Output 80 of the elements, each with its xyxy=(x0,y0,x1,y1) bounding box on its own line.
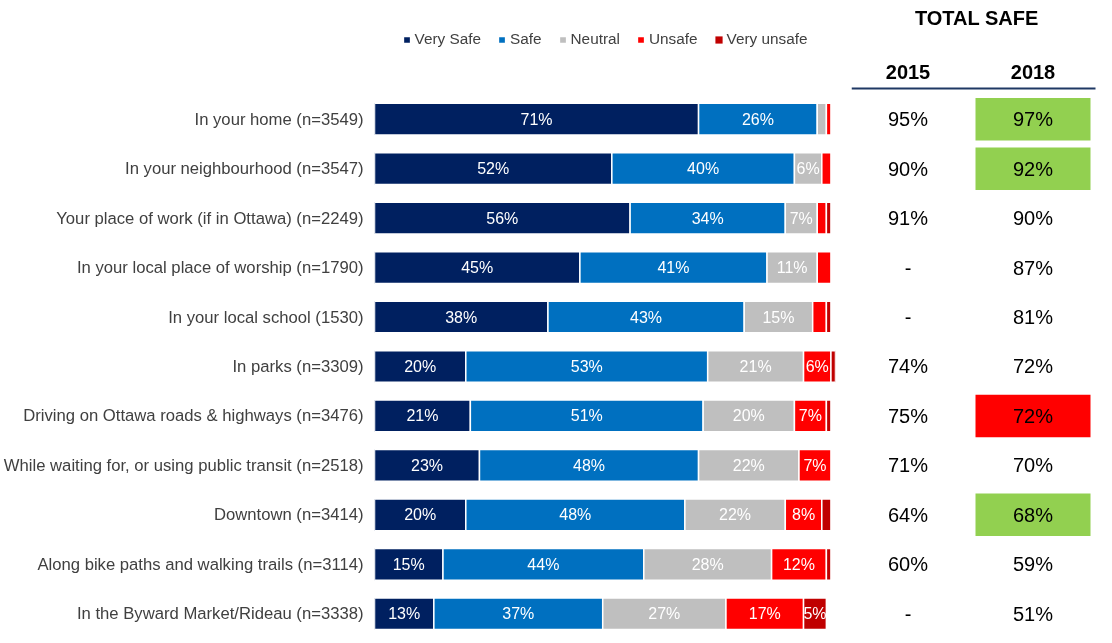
x-tick-label: 2015 xyxy=(885,61,931,84)
data-label: 44% xyxy=(527,555,560,573)
y-tick-label: In your neighbourhood (n=3547) xyxy=(125,159,364,179)
data-label: 20% xyxy=(404,506,437,524)
data-label: 34% xyxy=(691,209,724,227)
data-label: 21% xyxy=(406,407,439,425)
data-label: 37% xyxy=(502,605,535,623)
data-label: 8% xyxy=(791,506,816,524)
data-label: 51% xyxy=(1012,602,1054,625)
data-label: 27% xyxy=(648,605,681,623)
data-label: 90% xyxy=(1012,207,1054,230)
data-label: 72% xyxy=(1012,355,1054,378)
y-tick-label: In your local school (1530) xyxy=(168,307,364,327)
data-label: 59% xyxy=(1012,553,1054,576)
data-label: 81% xyxy=(1012,306,1054,329)
data-label: 17% xyxy=(748,605,781,623)
data-label: 53% xyxy=(570,357,603,375)
data-label: 23% xyxy=(410,456,444,474)
data-label: 12% xyxy=(782,555,815,573)
chart-title: TOTAL SAFE xyxy=(914,6,1039,29)
text: - xyxy=(904,256,912,279)
data-label: 21% xyxy=(739,357,772,375)
data-label: 97% xyxy=(1012,108,1054,131)
data-label: 7% xyxy=(803,456,827,474)
data-label: 7% xyxy=(798,407,822,425)
y-tick-label: In parks (n=3309) xyxy=(232,356,364,376)
legend-label: Neutral xyxy=(570,30,620,48)
data-label: 91% xyxy=(887,207,929,230)
data-label: 75% xyxy=(887,404,929,427)
y-tick-label: Downtown (n=3414) xyxy=(213,505,364,525)
legend-label: Unsafe xyxy=(648,30,698,48)
data-label: 43% xyxy=(630,308,663,326)
x-tick-label: 2018 xyxy=(1010,61,1056,84)
text: - xyxy=(904,306,912,329)
y-tick-label: Your place of work (if in Ottawa) (n=2249) xyxy=(56,208,364,228)
data-label: 48% xyxy=(573,456,606,474)
data-label: 41% xyxy=(657,259,690,277)
y-tick-label: In your local place of worship (n=1790) xyxy=(76,258,364,278)
data-label: 22% xyxy=(732,456,765,474)
data-label: 15% xyxy=(762,308,795,326)
data-label: 13% xyxy=(388,605,421,623)
legend-label: Very Safe xyxy=(414,30,481,48)
data-label: 20% xyxy=(404,357,437,375)
y-tick-label: Along bike paths and walking trails (n=3114) xyxy=(37,554,364,574)
data-label: 64% xyxy=(887,503,929,526)
data-label: 52% xyxy=(477,160,510,178)
data-label: 11% xyxy=(776,259,808,277)
data-label: 38% xyxy=(445,308,478,326)
data-label: 22% xyxy=(719,506,752,524)
y-tick-label: While waiting for, or using public transit (n=2518) xyxy=(3,455,364,475)
data-label: 71% xyxy=(887,454,929,477)
data-label: 6% xyxy=(796,160,820,178)
text: - xyxy=(904,602,912,625)
data-label: 70% xyxy=(1012,454,1054,477)
data-label: 56% xyxy=(486,209,519,227)
data-label: 7% xyxy=(789,209,813,227)
data-label: 28% xyxy=(691,555,724,573)
data-label: 72% xyxy=(1012,404,1054,427)
y-tick-label: In the Byward Market/Rideau (n=3338) xyxy=(76,604,364,624)
data-label: 20% xyxy=(732,407,765,425)
data-label: 74% xyxy=(887,355,929,378)
data-label: 71% xyxy=(520,110,553,128)
data-label: 40% xyxy=(687,160,720,178)
data-label: 6% xyxy=(805,357,829,375)
data-label: 60% xyxy=(887,553,929,576)
data-label: 15% xyxy=(392,555,425,573)
data-label: 5% xyxy=(803,605,827,623)
data-label: 95% xyxy=(887,108,929,131)
data-label: 87% xyxy=(1012,256,1054,279)
data-label: 51% xyxy=(570,407,603,425)
y-tick-label: In your home (n=3549) xyxy=(194,109,364,129)
legend-label: Safe xyxy=(509,30,542,48)
data-label: 68% xyxy=(1012,503,1054,526)
data-label: 26% xyxy=(741,110,774,128)
data-label: 45% xyxy=(461,259,494,277)
legend-label: Very unsafe xyxy=(726,30,808,48)
data-label: 90% xyxy=(887,157,929,180)
data-label: 48% xyxy=(559,506,592,524)
data-label: 92% xyxy=(1012,157,1054,180)
y-tick-label: Driving on Ottawa roads & highways (n=3476) xyxy=(23,406,364,426)
